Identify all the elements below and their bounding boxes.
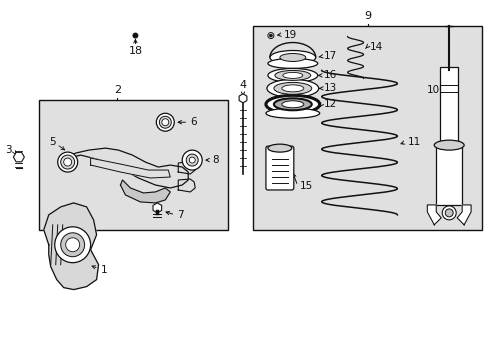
Ellipse shape [433, 140, 463, 150]
Ellipse shape [281, 101, 303, 108]
Circle shape [133, 33, 138, 38]
Circle shape [159, 116, 171, 128]
Bar [435, 143, 461, 205]
Polygon shape [44, 203, 99, 289]
Bar [39, 100, 227, 230]
Text: 1: 1 [101, 265, 107, 275]
Polygon shape [90, 158, 170, 178]
Circle shape [55, 227, 90, 263]
Text: 17: 17 [323, 51, 336, 62]
FancyBboxPatch shape [265, 146, 293, 190]
Text: 3: 3 [5, 145, 12, 155]
Circle shape [441, 206, 455, 220]
Text: 11: 11 [407, 137, 420, 147]
Ellipse shape [274, 71, 310, 80]
Circle shape [156, 113, 174, 131]
Text: 13: 13 [323, 84, 336, 93]
Ellipse shape [267, 68, 317, 82]
Ellipse shape [273, 98, 311, 110]
Circle shape [61, 233, 84, 257]
Text: 2: 2 [114, 85, 121, 95]
Circle shape [267, 32, 273, 39]
Text: 16: 16 [323, 71, 336, 80]
Polygon shape [120, 180, 170, 203]
Text: 18: 18 [128, 45, 142, 55]
Bar [252, 26, 481, 230]
Text: 10: 10 [426, 85, 439, 95]
Ellipse shape [267, 58, 317, 68]
Ellipse shape [265, 108, 319, 118]
Polygon shape [456, 205, 470, 225]
Text: 15: 15 [299, 181, 312, 191]
Circle shape [182, 150, 202, 170]
Ellipse shape [267, 144, 291, 152]
Circle shape [189, 157, 195, 163]
Circle shape [162, 119, 168, 126]
Ellipse shape [265, 95, 319, 113]
Text: 14: 14 [369, 41, 382, 51]
Text: 4: 4 [239, 80, 246, 90]
Ellipse shape [279, 54, 305, 62]
Ellipse shape [281, 85, 303, 92]
Circle shape [63, 158, 72, 166]
Ellipse shape [266, 80, 318, 97]
Ellipse shape [273, 82, 311, 94]
Text: 7: 7 [177, 210, 183, 220]
Circle shape [444, 209, 452, 217]
Text: 12: 12 [323, 99, 336, 109]
Text: 8: 8 [212, 155, 218, 165]
Polygon shape [427, 205, 440, 225]
Text: 6: 6 [190, 117, 197, 127]
Circle shape [65, 238, 80, 252]
Bar [439, 67, 457, 145]
Circle shape [58, 152, 78, 172]
Text: 19: 19 [283, 30, 297, 40]
Circle shape [186, 154, 198, 166]
Text: 9: 9 [363, 10, 370, 21]
Circle shape [61, 155, 75, 169]
Ellipse shape [269, 50, 315, 64]
Circle shape [269, 34, 272, 37]
Text: 5: 5 [49, 137, 56, 147]
Ellipse shape [282, 72, 302, 78]
